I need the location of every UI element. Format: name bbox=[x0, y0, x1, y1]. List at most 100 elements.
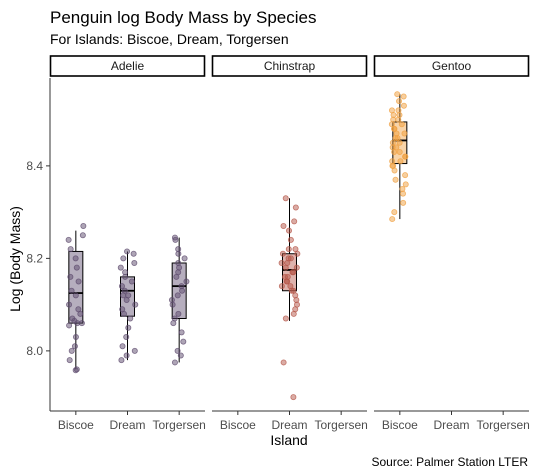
strip-label: Adelie bbox=[111, 59, 145, 73]
data-point bbox=[397, 158, 404, 165]
data-point bbox=[181, 255, 188, 262]
data-point bbox=[393, 144, 400, 151]
x-tick-label: Biscoe bbox=[220, 418, 256, 432]
strip-box bbox=[49, 55, 206, 77]
data-point bbox=[117, 264, 124, 271]
data-point bbox=[171, 315, 178, 322]
data-point bbox=[132, 301, 139, 308]
data-point bbox=[284, 273, 291, 280]
x-tick-label: Torgersen bbox=[152, 418, 205, 432]
data-point bbox=[123, 333, 130, 340]
data-point bbox=[183, 278, 190, 285]
data-point bbox=[400, 199, 407, 206]
data-point bbox=[118, 357, 125, 364]
y-tick-label: 8.0 bbox=[26, 344, 43, 358]
data-point bbox=[72, 333, 79, 340]
data-point bbox=[130, 250, 137, 257]
data-point bbox=[293, 264, 300, 271]
data-point bbox=[396, 148, 403, 155]
box-biscoe bbox=[388, 91, 409, 223]
data-point bbox=[131, 347, 138, 354]
data-point bbox=[71, 343, 78, 350]
data-point bbox=[278, 283, 285, 290]
data-point bbox=[400, 93, 407, 100]
data-point bbox=[73, 366, 80, 373]
data-point bbox=[120, 255, 127, 262]
data-point bbox=[402, 181, 409, 188]
data-point bbox=[69, 315, 76, 322]
data-point bbox=[171, 234, 178, 241]
data-point bbox=[174, 347, 181, 354]
data-point bbox=[292, 204, 299, 211]
data-point bbox=[128, 278, 135, 285]
y-axis-title: Log (Body Mass) bbox=[7, 206, 23, 312]
data-point bbox=[395, 107, 402, 114]
data-point bbox=[66, 357, 73, 364]
data-point bbox=[177, 352, 184, 359]
data-point bbox=[180, 338, 187, 345]
x-axis-title: Island bbox=[270, 432, 307, 448]
x-tick-label: Torgersen bbox=[476, 418, 529, 432]
data-point bbox=[391, 125, 398, 132]
data-point bbox=[282, 315, 289, 322]
chart-caption: Source: Palmer Station LTER bbox=[371, 455, 528, 469]
data-point bbox=[396, 98, 403, 105]
chart-title: Penguin log Body Mass by Species bbox=[50, 8, 317, 27]
box-torgersen bbox=[168, 234, 190, 366]
x-tick-label: Dream bbox=[109, 418, 145, 432]
data-point bbox=[123, 352, 130, 359]
data-point bbox=[292, 246, 299, 253]
data-point bbox=[401, 130, 408, 137]
y-axis: 8.0 8.2 8.4 bbox=[26, 78, 51, 411]
data-point bbox=[67, 273, 74, 280]
data-point bbox=[66, 322, 73, 329]
facet-chinstrap: Chinstrap Biscoe Dream Torgersen bbox=[211, 55, 368, 432]
data-point bbox=[125, 324, 132, 331]
data-point bbox=[67, 246, 74, 253]
chart-subtitle: For Islands: Biscoe, Dream, Torgersen bbox=[50, 31, 289, 47]
data-point bbox=[174, 292, 181, 299]
data-point bbox=[391, 209, 398, 216]
data-point bbox=[68, 287, 75, 294]
data-point bbox=[287, 236, 294, 243]
data-point bbox=[291, 218, 298, 225]
data-point bbox=[125, 292, 132, 299]
x-tick-label: Dream bbox=[271, 418, 307, 432]
data-point bbox=[394, 91, 401, 98]
data-point bbox=[279, 250, 286, 257]
data-point bbox=[402, 153, 409, 160]
data-point bbox=[66, 301, 73, 308]
strip-label: Chinstrap bbox=[264, 59, 316, 73]
data-point bbox=[389, 158, 396, 165]
strip-box bbox=[373, 55, 530, 77]
data-point bbox=[118, 283, 125, 290]
data-point bbox=[178, 329, 185, 336]
data-point bbox=[68, 347, 75, 354]
data-point bbox=[75, 278, 82, 285]
facet-adelie: Adelie Biscoe Dream Torgersen bbox=[49, 55, 206, 432]
data-point bbox=[402, 172, 409, 179]
box-biscoe bbox=[65, 222, 87, 374]
facet-panels: Adelie Biscoe Dream Torgersen Chinstrap Bisco… bbox=[49, 55, 530, 432]
data-point bbox=[290, 269, 297, 276]
data-point bbox=[171, 359, 178, 366]
data-point bbox=[121, 287, 128, 294]
data-point bbox=[131, 259, 138, 266]
data-point bbox=[65, 236, 72, 243]
data-point bbox=[285, 246, 292, 253]
data-point bbox=[280, 359, 287, 366]
y-tick-label: 8.4 bbox=[26, 159, 43, 173]
x-tick-label: Dream bbox=[433, 418, 469, 432]
data-point bbox=[127, 315, 134, 322]
data-point bbox=[119, 343, 126, 350]
data-point bbox=[175, 310, 182, 317]
data-point bbox=[122, 269, 129, 276]
data-point bbox=[175, 246, 182, 253]
y-tick-label: 8.2 bbox=[26, 251, 43, 265]
facet-gentoo: Gentoo Biscoe Dream Torgersen bbox=[373, 55, 530, 432]
data-point bbox=[72, 255, 79, 262]
data-point bbox=[168, 296, 175, 303]
data-point bbox=[290, 394, 297, 401]
strip-label: Gentoo bbox=[432, 59, 472, 73]
